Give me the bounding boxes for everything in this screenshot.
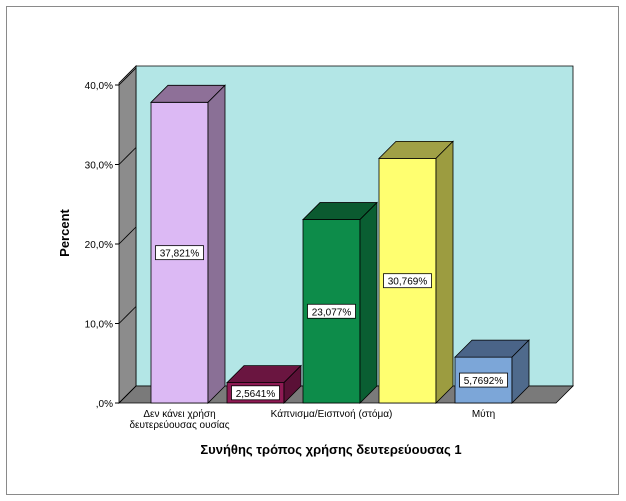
side-wall <box>118 65 137 404</box>
y-tick-depth <box>118 385 137 404</box>
bar-side <box>207 84 226 404</box>
x-tick-label: Δεν κάνει χρήση <box>143 408 215 420</box>
data-label: 30,769% <box>388 277 428 288</box>
data-label-box <box>307 303 356 319</box>
y-tick-label: 10,0% <box>85 320 113 331</box>
y-axis-title: Percent <box>57 208 72 256</box>
x-tick-label: δευτερεύουσας ουσίας <box>129 419 229 431</box>
y-tick-depth <box>118 147 137 165</box>
data-label: 23,077% <box>312 307 352 318</box>
bar-side <box>359 201 378 404</box>
bar-side <box>283 364 302 404</box>
data-label: 5,7692% <box>464 376 504 387</box>
data-label: 37,821% <box>160 249 200 260</box>
y-tick-label: 20,0% <box>85 240 113 251</box>
bar-chart: ,0% 10,0% 20,0% 30,0% 40,0% 37,821% Δεν κάνει… <box>57 65 574 457</box>
chart-frame: ,0% 10,0% 20,0% 30,0% 40,0% 37,821% Δεν κάνει… <box>6 6 619 495</box>
data-label-box <box>459 372 508 388</box>
y-tick-depth <box>118 226 137 245</box>
bar-side <box>435 140 454 404</box>
data-label-box <box>155 245 204 261</box>
x-tick-label: Κάπνισμα/Εισπνοή (στόμα) <box>271 408 393 420</box>
y-tick-label: 30,0% <box>85 161 113 172</box>
data-label-box <box>383 273 432 289</box>
x-tick-label: Μύτη <box>472 408 495 420</box>
data-label: 2,5641% <box>236 389 276 400</box>
x-axis-title: Συνήθης τρόπος χρήσης δευτερεύουσας 1 <box>200 442 461 457</box>
y-tick-label: 40,0% <box>85 81 113 92</box>
data-label-box <box>231 385 280 401</box>
y-tick-depth <box>118 67 137 86</box>
y-tick-label: ,0% <box>96 399 113 410</box>
y-tick-depth <box>118 306 137 324</box>
bar-side <box>511 339 530 404</box>
